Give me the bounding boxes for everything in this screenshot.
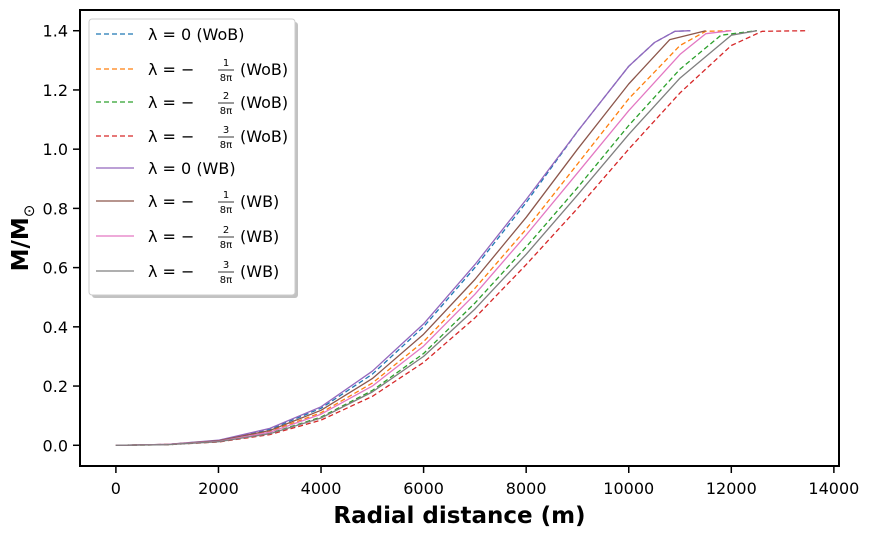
y-tick-label: 1.4 xyxy=(43,22,68,41)
legend-frac-den: 8π xyxy=(220,106,232,117)
legend-label: λ = 0 (WoB) xyxy=(148,25,244,44)
legend-label: λ = 0 (WB) xyxy=(148,159,236,178)
y-axis-title: M/M⊙ xyxy=(8,205,38,272)
series-line-4 xyxy=(115,30,809,446)
y-tick-label: 0.6 xyxy=(43,259,68,278)
x-tick-label: 8000 xyxy=(506,479,547,498)
x-tick-label: 12000 xyxy=(706,479,757,498)
y-tick-label: 1.2 xyxy=(43,81,68,100)
legend-suffix: (WoB) xyxy=(240,127,288,146)
series-lines xyxy=(115,30,809,446)
legend: λ = 0 (WoB)λ = −18π (WoB)λ = −28π (WoB)λ =… xyxy=(88,18,298,298)
y-tick-label: 0.0 xyxy=(43,436,68,455)
series-line-5 xyxy=(115,30,691,446)
legend-suffix: (WB) xyxy=(240,227,279,246)
legend-frac-num: 2 xyxy=(223,91,229,102)
x-tick-label: 10000 xyxy=(603,479,654,498)
series-line-3 xyxy=(115,30,757,446)
legend-suffix: (WB) xyxy=(240,192,279,211)
legend-frac-den: 8π xyxy=(220,240,232,251)
legend-suffix: (WoB) xyxy=(240,60,288,79)
legend-frac-den: 8π xyxy=(220,73,232,84)
series-line-8 xyxy=(115,30,758,446)
legend-label: λ = − xyxy=(148,127,194,146)
y-axis-title-sub: ⊙ xyxy=(20,205,38,218)
legend-label: λ = − xyxy=(148,93,194,112)
legend-frac-den: 8π xyxy=(220,275,232,286)
series-line-2 xyxy=(115,30,732,446)
legend-box xyxy=(88,18,296,296)
x-tick-label: 6000 xyxy=(403,479,444,498)
legend-frac-num: 1 xyxy=(223,58,229,69)
legend-frac-num: 3 xyxy=(223,125,229,136)
y-tick-label: 0.4 xyxy=(43,318,68,337)
x-tick-label: 2000 xyxy=(198,479,239,498)
legend-frac-num: 2 xyxy=(223,225,229,236)
y-axis-title-main: M/M xyxy=(8,217,34,271)
y-tick-label: 0.8 xyxy=(43,199,68,218)
legend-label: λ = − xyxy=(148,60,194,79)
x-tick-label: 0 xyxy=(111,479,121,498)
x-tick-label: 4000 xyxy=(301,479,342,498)
y-tick-label: 0.2 xyxy=(43,377,68,396)
x-tick-label: 14000 xyxy=(808,479,859,498)
x-axis-title: Radial distance (m) xyxy=(333,503,585,529)
y-tick-label: 1.0 xyxy=(43,140,68,159)
plot-frame xyxy=(79,9,840,467)
legend-label: λ = − xyxy=(148,227,194,246)
legend-frac-num: 1 xyxy=(223,190,229,201)
x-axis: 0 2000 4000 6000 8000 10000 12000 14000 xyxy=(111,466,859,498)
legend-label: λ = − xyxy=(148,262,194,281)
legend-frac-den: 8π xyxy=(220,140,232,151)
y-axis: 0.0 0.2 0.4 0.6 0.8 1.0 1.2 1.4 xyxy=(43,22,80,455)
legend-label: λ = − xyxy=(148,192,194,211)
legend-suffix: (WoB) xyxy=(240,93,288,112)
legend-frac-num: 3 xyxy=(223,260,229,271)
legend-suffix: (WB) xyxy=(240,262,279,281)
legend-frac-den: 8π xyxy=(220,205,232,216)
